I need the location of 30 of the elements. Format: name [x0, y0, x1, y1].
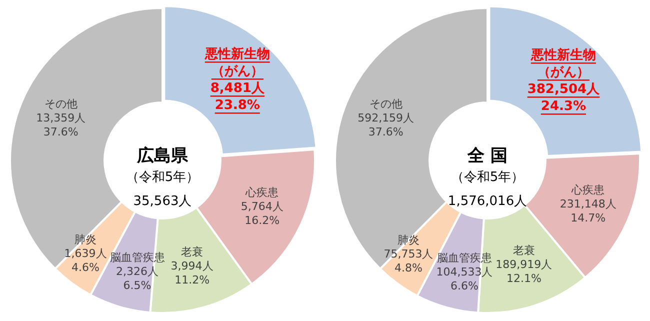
text: 広島県 [136, 146, 189, 166]
data-label: 3,994人 11.2% [170, 259, 214, 286]
text: （令和5年） [450, 170, 524, 185]
slice-label: 悪性新生物（がん） [204, 46, 270, 79]
text: 全 国 [466, 146, 508, 166]
data-label: 1,639人 4.6% [64, 247, 107, 274]
slice-label: 肺炎 [74, 233, 97, 246]
data-label: 8,481人 23.8% [210, 80, 266, 113]
text: 1,576,016人 [448, 194, 528, 209]
slice-label: 心疾患 [570, 184, 605, 197]
data-label: 2,326人 6.5% [116, 265, 159, 292]
data-label: 231,148人 14.7% [560, 198, 616, 225]
slice-label: その他 [369, 98, 402, 111]
data-label: 75,753人 4.8% [384, 248, 434, 275]
slice-label: その他 [44, 97, 78, 110]
text: 35,563人 [133, 194, 192, 209]
slice-label: 老衰 [512, 244, 535, 257]
slice-label: 悪性新生物（がん） [530, 46, 596, 80]
data-label: 189,919人 12.1% [496, 258, 552, 285]
data-label: 5,764人 16.2% [240, 200, 284, 227]
slice-label: 心疾患 [244, 186, 279, 199]
slice-label: 脳血管疾患 [436, 252, 492, 265]
slice-label: 肺炎 [398, 234, 420, 247]
data-label: 104,533人 6.6% [436, 266, 493, 293]
data-label: 592,159人 37.6% [358, 112, 414, 139]
data-label: 382,504人 24.3% [527, 82, 601, 114]
slice-label: 脳血管疾患 [110, 251, 165, 264]
text: （令和5年） [126, 170, 200, 185]
slice-label: 老衰 [181, 245, 204, 258]
data-label: 13,359人 37.6% [36, 111, 86, 138]
